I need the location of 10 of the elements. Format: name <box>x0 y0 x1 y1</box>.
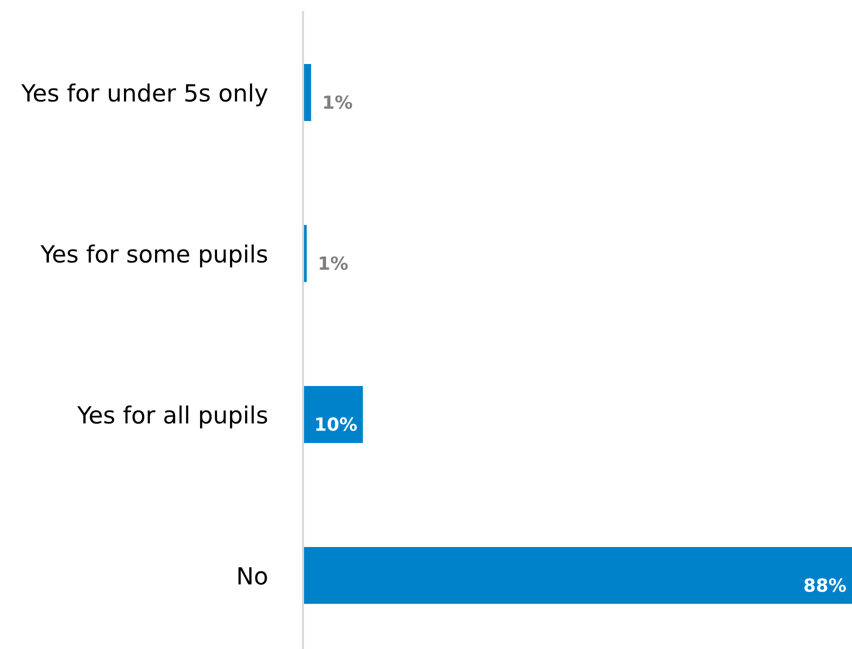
data-label: 10% <box>316 417 357 431</box>
data-label: 1% <box>324 95 352 109</box>
data-label: 1% <box>320 256 348 270</box>
bar <box>303 546 852 604</box>
y-tick-label: Yes for under 5s only <box>21 84 268 106</box>
y-tick-label: Yes for some pupils <box>40 244 268 268</box>
data-label: 88% <box>804 578 846 592</box>
y-tick-label: Yes for all pupils <box>77 405 268 428</box>
y-tick-label: No <box>238 567 267 585</box>
bar <box>303 386 363 443</box>
